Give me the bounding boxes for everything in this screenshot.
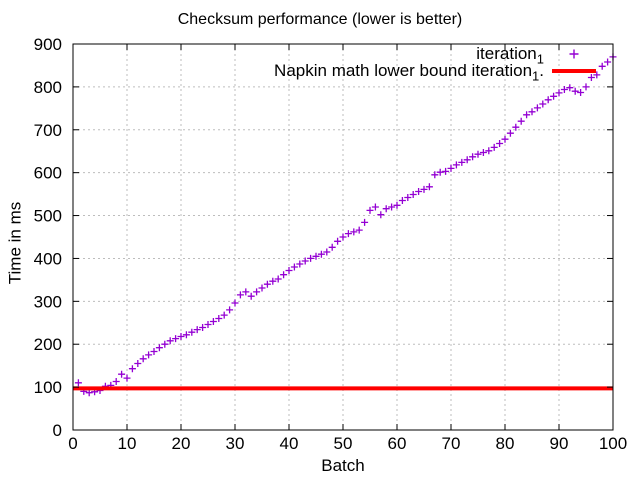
y-axis-label: Time in ms — [5, 201, 25, 285]
y-tick-label: 100 — [34, 378, 62, 397]
red-line-sample-icon — [552, 64, 596, 77]
y-tick-label: 800 — [34, 78, 62, 97]
x-tick-label: 0 — [68, 434, 77, 453]
x-tick-label: 30 — [226, 434, 245, 453]
data-points-iteration1 — [74, 53, 617, 397]
legend-label-lower-bound: Napkin math lower bound iteration1. — [274, 61, 544, 84]
x-tick-label: 50 — [334, 434, 353, 453]
legend-item-lower-bound: Napkin math lower bound iteration1. — [274, 61, 596, 84]
y-tick-label: 600 — [34, 164, 62, 183]
red-line-sample — [552, 68, 596, 73]
x-tick-label: 70 — [442, 434, 461, 453]
legend: iteration1 Napkin math lower bound itera… — [274, 44, 596, 84]
x-tick-label: 10 — [118, 434, 137, 453]
plus-marker-icon — [552, 47, 596, 60]
x-tick-label: 100 — [599, 434, 627, 453]
y-tick-label: 400 — [34, 249, 62, 268]
chart-title: Checksum performance (lower is better) — [177, 11, 463, 28]
x-tick-label: 60 — [388, 434, 407, 453]
x-axis-label: Batch — [321, 456, 365, 475]
y-tick-label: 900 — [34, 35, 62, 54]
y-tick-label: 0 — [53, 421, 62, 440]
x-tick-label: 40 — [280, 434, 299, 453]
y-tick-label: 300 — [34, 292, 62, 311]
x-tick-label: 80 — [496, 434, 515, 453]
legend-label-iteration1: iteration1 — [476, 44, 544, 67]
x-tick-label: 90 — [550, 434, 569, 453]
y-tick-label: 700 — [34, 121, 62, 140]
x-tick-label: 20 — [172, 434, 191, 453]
y-tick-label: 500 — [34, 207, 62, 226]
legend-item-iteration1: iteration1 — [274, 44, 596, 67]
y-tick-label: 200 — [34, 335, 62, 354]
